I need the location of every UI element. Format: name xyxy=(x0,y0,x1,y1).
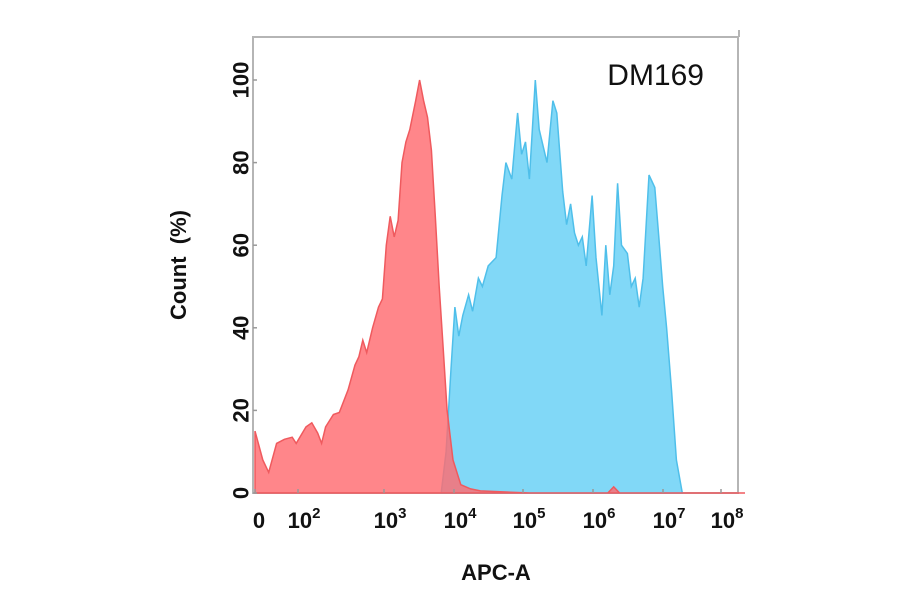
x-tick-label: 108 xyxy=(711,505,744,533)
y-tick-label: 40 xyxy=(229,316,254,340)
x-tick-label: 0 xyxy=(253,508,265,533)
y-axis-ticks: 0 20 40 60 80 100 xyxy=(229,62,257,499)
x-tick-label: 103 xyxy=(374,505,407,533)
x-axis-ticks: 0 102 103 104 105 106 107 108 xyxy=(253,489,744,533)
dm169-histogram-area xyxy=(440,79,684,494)
x-tick-label: 107 xyxy=(653,505,686,533)
sample-annotation: DM169 xyxy=(607,59,704,92)
x-tick-label: 105 xyxy=(513,505,546,533)
y-tick-label: 20 xyxy=(229,398,254,422)
y-tick-label: 80 xyxy=(229,150,254,174)
x-tick-label: 106 xyxy=(583,505,616,533)
y-tick-label: 60 xyxy=(229,233,254,257)
x-axis-title: APC-A xyxy=(461,560,531,585)
control-histogram-area xyxy=(254,79,745,494)
y-tick-label: 0 xyxy=(229,487,254,499)
x-tick-label: 102 xyxy=(288,505,321,533)
y-axis-title: Count (%) xyxy=(166,210,191,320)
x-tick-label: 104 xyxy=(444,505,477,533)
y-tick-label: 100 xyxy=(229,62,254,99)
